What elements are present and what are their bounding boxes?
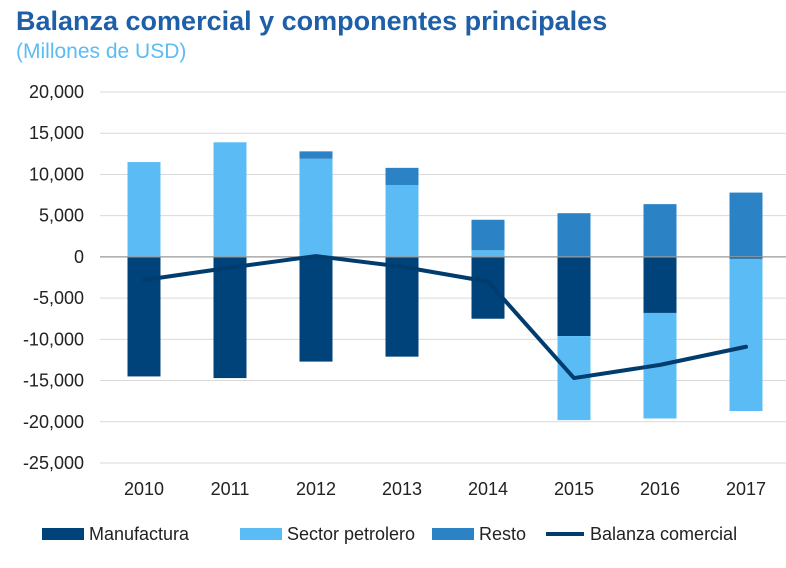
bar-manufactura-2017 [729,256,763,259]
y-tick-label: 5,000 [39,206,84,226]
x-tick-label: 2013 [382,479,422,499]
x-tick-label: 2012 [296,479,336,499]
bar-resto-2015 [557,213,591,257]
legend-label-petrolero: Sector petrolero [287,524,415,544]
y-tick-label: -25,000 [23,453,84,473]
x-tick-label: 2017 [726,479,766,499]
y-tick-label: -20,000 [23,412,84,432]
bar-manufactura-2011 [213,256,247,379]
legend-swatch-resto [432,528,474,540]
y-tick-label: -5,000 [33,288,84,308]
bar-petrolero-2011 [213,142,247,257]
balance-line [142,254,748,381]
x-tick-label: 2014 [468,479,508,499]
legend-label-balanza: Balanza comercial [590,524,737,544]
bars [127,142,763,421]
bar-petrolero-2012 [299,158,333,257]
bar-manufactura-2014 [471,256,505,319]
legend-label-resto: Resto [479,524,526,544]
x-tick-label: 2016 [640,479,680,499]
y-tick-label: -10,000 [23,329,84,349]
y-axis-ticks: 20,000 15,000 10,000 5,000 0 -5,000 -10,000 -15… [23,82,84,473]
y-tick-label: 10,000 [29,164,84,184]
x-axis-ticks: 2010 2011 2012 2013 2014 2015 2016 2017 [124,479,766,499]
x-tick-label: 2015 [554,479,594,499]
balanza-comercial-line [142,254,748,381]
bar-petrolero-2017 [729,258,763,412]
chart-title: Balanza comercial y componentes principa… [16,6,608,36]
bar-petrolero-2010 [127,162,161,257]
chart-subtitle: (Millones de USD) [16,40,187,63]
y-tick-label: 0 [74,247,84,267]
legend-swatch-manufactura [42,528,84,540]
x-tick-label: 2010 [124,479,164,499]
grid-lines [100,91,786,464]
bar-resto-2016 [643,204,677,257]
y-tick-label: 15,000 [29,123,84,143]
y-tick-label: 20,000 [29,82,84,102]
x-tick-label: 2011 [211,479,250,499]
legend-label-manufactura: Manufactura [89,524,190,544]
bar-manufactura-2013 [385,256,419,357]
bar-resto-2014 [471,219,505,251]
bar-resto-2012 [299,151,333,159]
bar-manufactura-2015 [557,256,591,337]
bar-petrolero-2014 [471,250,505,257]
bar-resto-2017 [729,192,763,257]
legend-swatch-petrolero [240,528,282,540]
bar-manufactura-2016 [643,256,677,313]
bar-resto-2013 [385,167,419,186]
bar-petrolero-2013 [385,185,419,257]
y-tick-label: -15,000 [23,371,84,391]
bar-manufactura-2012 [299,256,333,362]
legend: Manufactura Sector petrolero Resto Balanza … [42,524,737,544]
bar-manufactura-2010 [127,256,161,377]
